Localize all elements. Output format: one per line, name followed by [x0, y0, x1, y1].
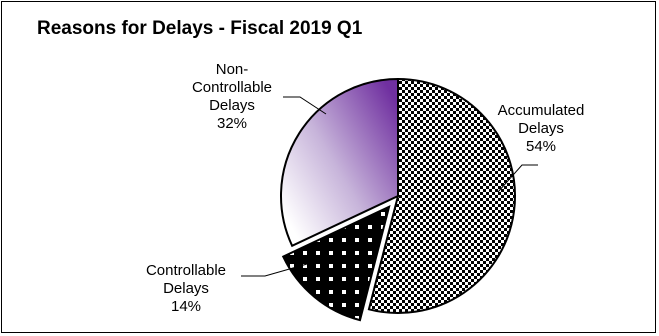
pie-slices	[280, 77, 516, 322]
chart-title: Reasons for Delays - Fiscal 2019 Q1	[37, 18, 363, 39]
pie-slice-controllable-delays	[281, 204, 391, 322]
leader-line-accumulated-delays	[497, 164, 538, 193]
pie-slice-non-controllable-delays	[280, 77, 399, 248]
leader-line-non-controllable-delays	[283, 96, 327, 115]
data-label-non-controllable-delays: Non-Controllable Delays 32%	[192, 61, 272, 132]
pie-slice-accumulated-delays	[367, 77, 516, 314]
slice-labels: Accumulated Delays 54% Controllable Delays 14…	[146, 61, 584, 315]
data-label-accumulated-delays: Accumulated Delays 54%	[498, 102, 585, 155]
leader-line-controllable-delays	[241, 263, 308, 277]
leader-lines	[241, 96, 538, 277]
data-label-controllable-delays: Controllable Delays 14%	[146, 262, 226, 315]
